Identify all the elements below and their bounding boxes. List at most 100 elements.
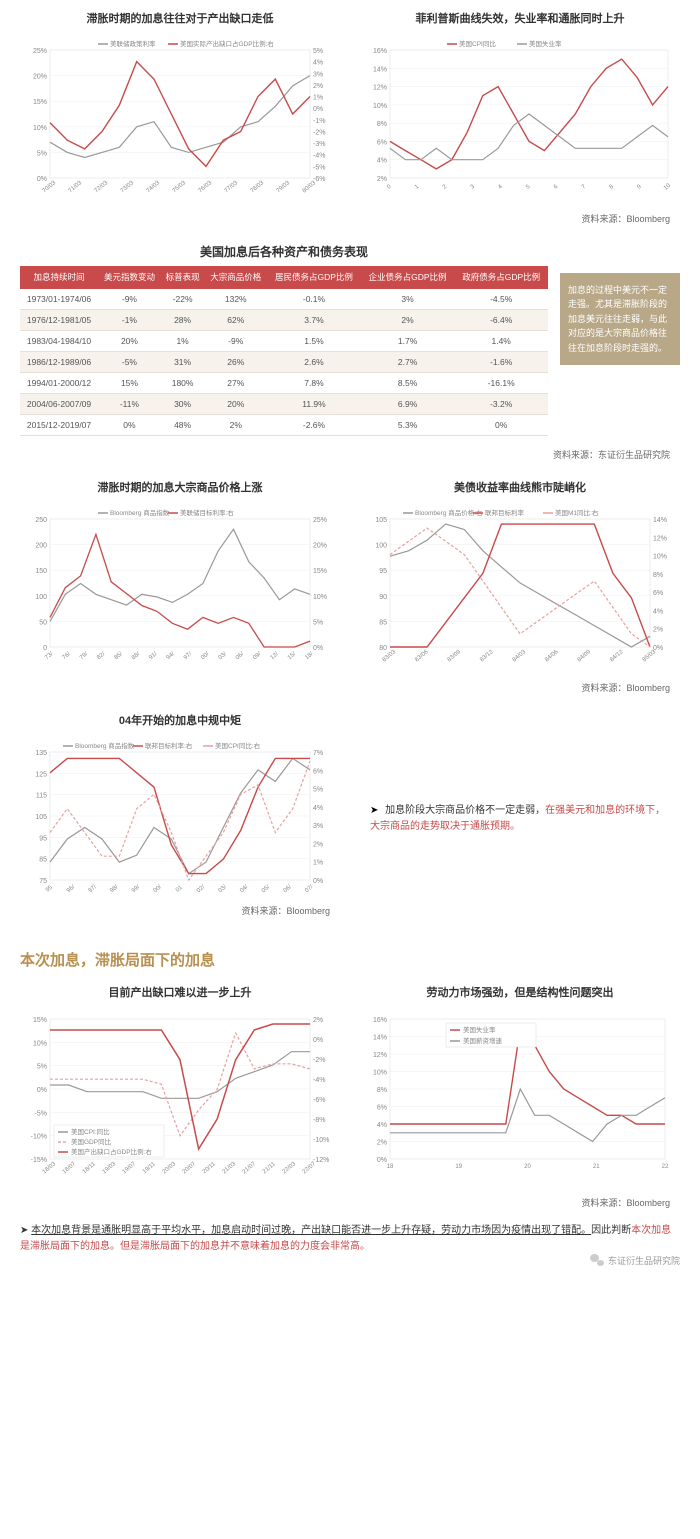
annotation-part: 本次加息背景是通胀明显高于平均水平，加息启动时间过晚，产出缺口能否进一步上升存疑… [31, 1225, 591, 1236]
svg-text:15%: 15% [313, 568, 327, 575]
svg-text:-12%: -12% [313, 1157, 329, 1164]
table-title: 美国加息后各种资产和债务表现 [20, 243, 548, 260]
table-cell: 20% [204, 394, 267, 415]
svg-text:0%: 0% [313, 1037, 323, 1044]
chart1-block: 滞胀时期的加息往往对于产出缺口走低 0%5%10%15%20%25%-6%-5%… [20, 10, 340, 200]
chart2-block: 菲利普斯曲线失效，失业率和通胀同时上升 2%4%6%8%10%12%14%16%… [360, 10, 680, 200]
table-cell: -1.6% [454, 352, 548, 373]
svg-text:2%: 2% [377, 1140, 387, 1147]
svg-text:15/: 15/ [287, 651, 298, 661]
svg-text:5%: 5% [37, 1064, 47, 1071]
table-cell: 28% [161, 310, 204, 331]
annotation1: ➤ 加息阶段大宗商品价格不一定走弱，在强美元和加息的环境下，大宗商品的走势取决于… [360, 803, 680, 835]
svg-text:8%: 8% [653, 572, 663, 579]
wechat-footer: 东证衍生品研究院 [590, 1253, 680, 1267]
annotation-part: 因此判断 [591, 1225, 631, 1236]
svg-text:2%: 2% [653, 627, 663, 634]
svg-text:5%: 5% [313, 48, 323, 55]
annotation1-black: 加息阶段大宗商品价格不一定走弱， [385, 805, 545, 816]
table-cell: 7.8% [267, 373, 361, 394]
table-cell: 2.6% [267, 352, 361, 373]
svg-text:76/03: 76/03 [198, 180, 214, 195]
svg-text:4%: 4% [377, 1122, 387, 1129]
svg-text:10%: 10% [653, 554, 667, 561]
svg-text:美国CPI同比:右: 美国CPI同比:右 [215, 741, 261, 750]
svg-text:03/: 03/ [218, 884, 229, 894]
svg-text:200: 200 [35, 543, 47, 550]
svg-text:21: 21 [593, 1164, 600, 1170]
svg-text:美国GDP同比: 美国GDP同比 [71, 1137, 112, 1146]
table-cell: 1.7% [361, 331, 455, 352]
svg-text:97/: 97/ [88, 884, 99, 894]
svg-text:3: 3 [470, 183, 477, 190]
source-1: 资料来源：Bloomberg [0, 212, 700, 225]
chart1-svg: 0%5%10%15%20%25%-6%-5%-4%-3%-2%-1%0%1%2%… [20, 30, 340, 200]
svg-text:79/03: 79/03 [276, 180, 292, 195]
svg-text:6%: 6% [653, 590, 663, 597]
chart3-block: 滞胀时期的加息大宗商品价格上涨 0501001502002500%5%10%15… [20, 479, 340, 669]
table-cell: 62% [204, 310, 267, 331]
table-cell: 0% [454, 415, 548, 436]
svg-text:85: 85 [39, 857, 47, 864]
table-cell: 48% [161, 415, 204, 436]
table-header: 大宗商品价格 [204, 266, 267, 289]
table-header: 企业债务占GDP比例 [361, 266, 455, 289]
svg-text:12/: 12/ [270, 651, 281, 661]
svg-text:20/11: 20/11 [202, 1161, 218, 1175]
svg-text:150: 150 [35, 568, 47, 575]
svg-text:04/: 04/ [239, 884, 250, 894]
svg-text:1%: 1% [313, 860, 323, 867]
chart2-svg: 2%4%6%8%10%12%14%16%012345678910美国CPI同比美… [360, 30, 680, 200]
svg-text:79/: 79/ [79, 651, 90, 661]
svg-text:8%: 8% [377, 121, 387, 128]
svg-text:105: 105 [375, 517, 387, 524]
svg-text:6: 6 [553, 183, 560, 190]
svg-text:美国薪资增速: 美国薪资增速 [463, 1036, 503, 1045]
svg-text:7%: 7% [313, 750, 323, 757]
table-header: 政府债务占GDP比例 [454, 266, 548, 289]
svg-text:4%: 4% [313, 60, 323, 67]
chart7-block: 劳动力市场强劲，但是结构性问题突出 0%2%4%6%8%10%12%14%16%… [360, 984, 680, 1184]
svg-text:71/03: 71/03 [68, 180, 84, 195]
svg-text:美国CPI同比: 美国CPI同比 [459, 39, 496, 48]
svg-text:91/: 91/ [148, 651, 159, 661]
svg-text:-10%: -10% [313, 1137, 329, 1144]
table-cell: -16.1% [454, 373, 548, 394]
svg-text:75/03: 75/03 [172, 180, 188, 195]
svg-text:96/: 96/ [66, 884, 77, 894]
chart3-title: 滞胀时期的加息大宗商品价格上涨 [20, 479, 340, 495]
svg-text:20%: 20% [33, 74, 47, 81]
svg-text:10: 10 [663, 182, 672, 191]
svg-text:76/: 76/ [62, 651, 73, 661]
svg-text:2%: 2% [313, 1017, 323, 1024]
svg-text:8: 8 [609, 183, 616, 190]
svg-text:联邦目标利率: 联邦目标利率 [485, 508, 525, 517]
table-cell: 1976/12-1981/05 [20, 310, 98, 331]
svg-text:美国M1同比:右: 美国M1同比:右 [555, 508, 599, 517]
svg-text:19/11: 19/11 [142, 1161, 158, 1175]
svg-text:74/03: 74/03 [146, 180, 162, 195]
chart3-svg: 0501001502002500%5%10%15%20%25%73/76/79/… [20, 499, 340, 669]
table-header: 居民债务占GDP比例 [267, 266, 361, 289]
table-row: 1976/12-1981/05-1%28%62%3.7%2%-6.4% [20, 310, 548, 331]
svg-text:5%: 5% [313, 619, 323, 626]
svg-text:美国CPI:同比: 美国CPI:同比 [71, 1127, 110, 1136]
table-cell: 3% [361, 289, 455, 310]
svg-text:83/12: 83/12 [479, 649, 495, 664]
svg-text:9: 9 [636, 183, 643, 190]
svg-text:-8%: -8% [313, 1117, 325, 1124]
table-cell: -2.6% [267, 415, 361, 436]
svg-text:14%: 14% [373, 1035, 387, 1042]
section-heading: 本次加息，滞胀局面下的加息 [0, 935, 700, 974]
svg-text:100: 100 [375, 543, 387, 550]
svg-text:95: 95 [39, 835, 47, 842]
table-cell: 5.3% [361, 415, 455, 436]
svg-text:25%: 25% [33, 48, 47, 55]
svg-text:2%: 2% [377, 176, 387, 183]
svg-text:50: 50 [39, 619, 47, 626]
svg-text:84/12: 84/12 [609, 649, 625, 664]
table-cell: 180% [161, 373, 204, 394]
svg-text:美国失业率: 美国失业率 [529, 39, 562, 48]
table-cell: -22% [161, 289, 204, 310]
svg-text:72/03: 72/03 [94, 180, 110, 195]
